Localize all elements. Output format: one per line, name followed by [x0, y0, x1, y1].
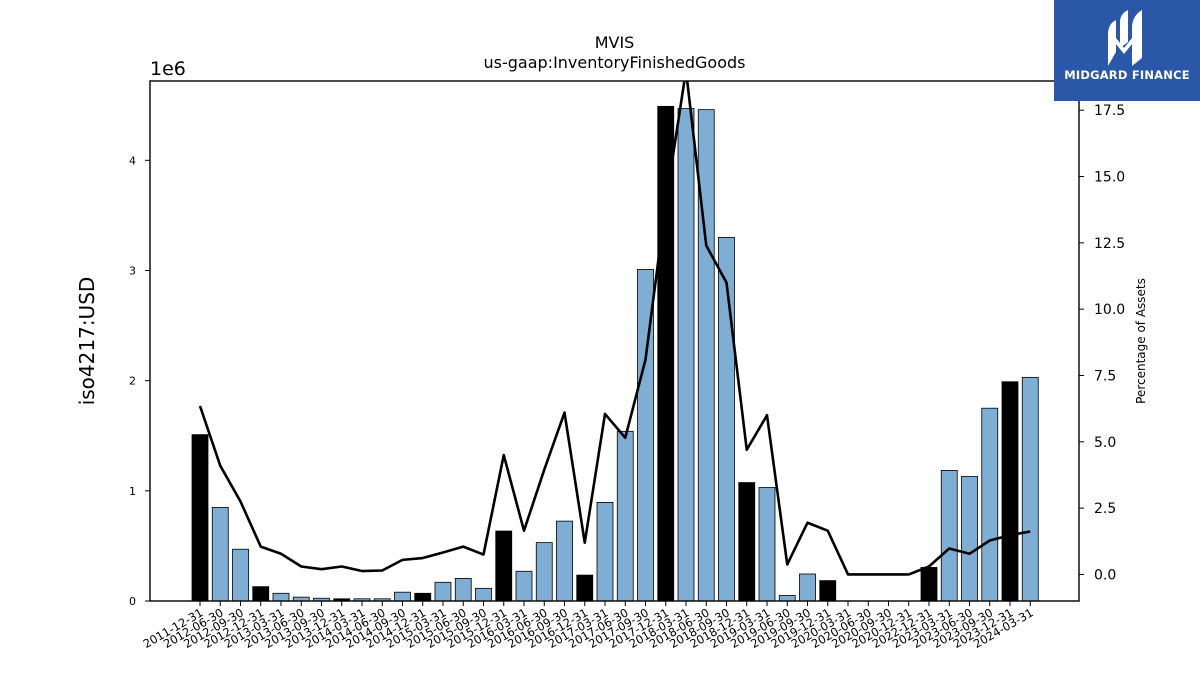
y-tick-label: 3 — [129, 264, 136, 277]
y2-tick-label: 5.0 — [1094, 435, 1116, 451]
bar — [1001, 381, 1019, 602]
bar — [556, 520, 573, 602]
ticks-layer: 012340.02.55.07.510.012.515.017.52011-12… — [129, 103, 1125, 651]
bars-layer — [191, 105, 1039, 602]
plot-frame — [149, 80, 1080, 602]
bar — [232, 548, 249, 602]
bar — [697, 109, 715, 602]
y2-tick-label: 15.0 — [1094, 170, 1125, 186]
y-tick-label: 0 — [129, 595, 136, 608]
y2-tick-label: 2.5 — [1094, 501, 1116, 517]
y2-tick-label: 7.5 — [1094, 368, 1116, 384]
y2-tick-label: 0.0 — [1094, 567, 1116, 583]
bar — [272, 592, 290, 602]
bar — [677, 108, 695, 602]
bar — [799, 573, 816, 602]
y2-tick-label: 12.5 — [1094, 236, 1125, 252]
y-tick-label: 4 — [129, 154, 136, 167]
bar — [454, 578, 472, 602]
bar — [940, 470, 958, 602]
bar — [961, 476, 978, 602]
line-layer — [198, 81, 1031, 576]
bar — [819, 580, 837, 602]
y2-axis-label: Percentage of Assets — [1134, 278, 1148, 404]
bar — [475, 587, 492, 602]
chart-subtitle: us-gaap:InventoryFinishedGoods — [484, 53, 746, 72]
bar — [414, 592, 432, 602]
bar — [616, 430, 634, 602]
y2-tick-label: 17.5 — [1094, 103, 1125, 119]
logo-icon — [1108, 10, 1142, 66]
bar — [657, 105, 675, 602]
y-axis-label: iso4217:USD — [75, 277, 99, 406]
bar — [434, 581, 452, 602]
bar — [920, 566, 938, 602]
bar — [981, 407, 999, 602]
logo-text: MIDGARD FINANCE — [1064, 68, 1190, 82]
y-tick-label: 1 — [129, 485, 136, 498]
bar — [515, 570, 533, 602]
bar — [1021, 376, 1039, 602]
bar — [394, 591, 411, 602]
chart-title: MVIS — [595, 33, 635, 52]
bar — [535, 542, 553, 602]
bar — [576, 574, 594, 602]
bar — [778, 595, 796, 602]
bar — [758, 487, 776, 602]
percent-line — [198, 81, 1031, 576]
bar — [252, 586, 270, 602]
y2-tick-label: 10.0 — [1094, 302, 1125, 318]
bar — [191, 434, 209, 602]
y-tick-label: 2 — [129, 375, 136, 388]
bar — [738, 482, 756, 602]
bar — [596, 501, 614, 602]
bar — [211, 506, 229, 602]
bar — [495, 530, 513, 602]
y-offset-text: 1e6 — [150, 58, 186, 80]
logo: MIDGARD FINANCE — [1054, 0, 1200, 101]
